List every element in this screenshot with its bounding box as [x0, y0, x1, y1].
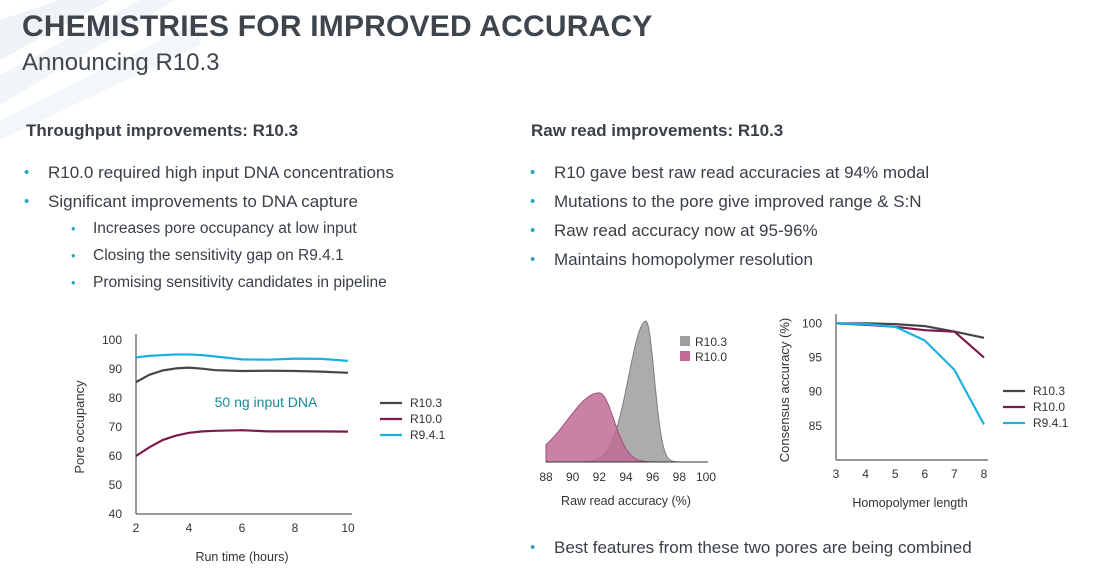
homopolymer-chart-x-tick-label: 4 — [862, 467, 869, 481]
accuracy-chart-x-tick-label: 100 — [696, 470, 716, 484]
homopolymer-chart-x-tick-label: 3 — [833, 467, 840, 481]
homopolymer-chart-legend-label: R10.0 — [1033, 400, 1065, 414]
accuracy-chart-legend-label: R10.3 — [695, 335, 727, 349]
accuracy-chart-x-tick-label: 96 — [646, 470, 660, 484]
accuracy-chart-x-tick-label: 92 — [593, 470, 607, 484]
accuracy-chart-x-tick-label: 90 — [566, 470, 580, 484]
list-item: R10.0 required high input DNA concentrat… — [22, 158, 394, 187]
occupancy-chart-y-tick-label: 60 — [109, 449, 123, 463]
occupancy-chart-series-line-R103 — [135, 366, 349, 384]
list-item: Maintains homopolymer resolution — [528, 245, 929, 274]
occupancy-chart-x-tick-label: 10 — [341, 521, 355, 535]
homopolymer-chart-x-tick-label: 7 — [951, 467, 958, 481]
homopolymer-chart-y-tick-label: 90 — [809, 385, 823, 399]
list-item: Best features from these two pores are b… — [528, 533, 972, 562]
homopolymer-chart-x-axis-label: Homopolymer length — [852, 496, 967, 510]
occupancy-chart-annotation: 50 ng input DNA — [215, 394, 318, 410]
occupancy-chart-x-tick-label: 4 — [186, 521, 193, 535]
occupancy-chart-series-line-R941 — [135, 353, 349, 362]
accuracy-chart-x-tick-label: 98 — [673, 470, 687, 484]
occupancy-chart-y-tick-label: 70 — [109, 420, 123, 434]
occupancy-chart-legend-label: R10.3 — [410, 396, 442, 410]
accuracy-chart-x-axis-label: Raw read accuracy (%) — [561, 494, 691, 508]
list-item: Significant improvements to DNA capture — [22, 187, 394, 216]
page-title: CHEMISTRIES FOR IMPROVED ACCURACY — [22, 10, 653, 43]
occupancy-chart-x-tick-label: 8 — [292, 521, 299, 535]
occupancy-chart-y-axis-label: Pore occupancy — [72, 380, 87, 474]
occupancy-chart-y-tick-label: 50 — [109, 478, 123, 492]
homopolymer-chart-x-tick-label: 6 — [921, 467, 928, 481]
homopolymer-chart-y-axis-label: Consensus accuracy (%) — [777, 318, 792, 463]
accuracy-chart-legend-swatch — [680, 351, 690, 361]
accuracy-chart-x-tick-label: 94 — [619, 470, 633, 484]
occupancy-chart-y-tick-label: 80 — [109, 391, 123, 405]
accuracy-chart-x-tick-label: 88 — [539, 470, 553, 484]
left-sub-bullet-list: Increases pore occupancy at low input Cl… — [71, 215, 387, 296]
homopolymer-chart-series-line-R100 — [835, 322, 985, 359]
occupancy-chart-x-axis-label: Run time (hours) — [195, 550, 288, 564]
right-heading: Raw read improvements: R10.3 — [531, 121, 784, 140]
accuracy-chart-legend-label: R10.0 — [695, 350, 727, 364]
left-heading: Throughput improvements: R10.3 — [26, 121, 299, 140]
homopolymer-chart-x-tick-label: 8 — [981, 467, 988, 481]
left-bullet-list: R10.0 required high input DNA concentrat… — [22, 158, 394, 216]
footer-bullet-list: Best features from these two pores are b… — [528, 533, 972, 562]
list-item: Raw read accuracy now at 95-96% — [528, 216, 929, 245]
list-item: Closing the sensitivity gap on R9.4.1 — [71, 242, 387, 269]
occupancy-chart-y-tick-label: 40 — [109, 507, 123, 521]
occupancy-chart-x-tick-label: 6 — [239, 521, 246, 535]
homopolymer-chart-legend-label: R10.3 — [1033, 384, 1065, 398]
occupancy-chart-x-tick-label: 2 — [133, 521, 140, 535]
list-item: R10 gave best raw read accuracies at 94%… — [528, 158, 929, 187]
occupancy-chart-y-tick-label: 100 — [102, 333, 122, 347]
background-stripes — [0, 0, 200, 140]
accuracy-chart-legend-swatch — [680, 336, 690, 346]
occupancy-chart-series-line-R100 — [135, 429, 349, 457]
list-item: Mutations to the pore give improved rang… — [528, 187, 929, 216]
homopolymer-chart-legend-label: R9.4.1 — [1033, 416, 1069, 430]
list-item: Promising sensitivity candidates in pipe… — [71, 269, 387, 296]
right-bullet-list: R10 gave best raw read accuracies at 94%… — [528, 158, 929, 274]
homopolymer-chart-y-tick-label: 85 — [809, 419, 823, 433]
occupancy-chart-y-tick-label: 90 — [109, 362, 123, 376]
homopolymer-chart-series-line-R941 — [835, 322, 985, 426]
page-subtitle: Announcing R10.3 — [22, 49, 220, 76]
homopolymer-chart-y-tick-label: 95 — [809, 351, 823, 365]
homopolymer-chart-series-line-R103 — [836, 322, 985, 339]
homopolymer-chart-x-tick-label: 5 — [892, 467, 899, 481]
homopolymer-chart-y-tick-label: 100 — [802, 316, 822, 330]
list-item: Increases pore occupancy at low input — [71, 215, 387, 242]
occupancy-chart-legend-label: R9.4.1 — [410, 428, 446, 442]
occupancy-chart-legend-label: R10.0 — [410, 412, 442, 426]
